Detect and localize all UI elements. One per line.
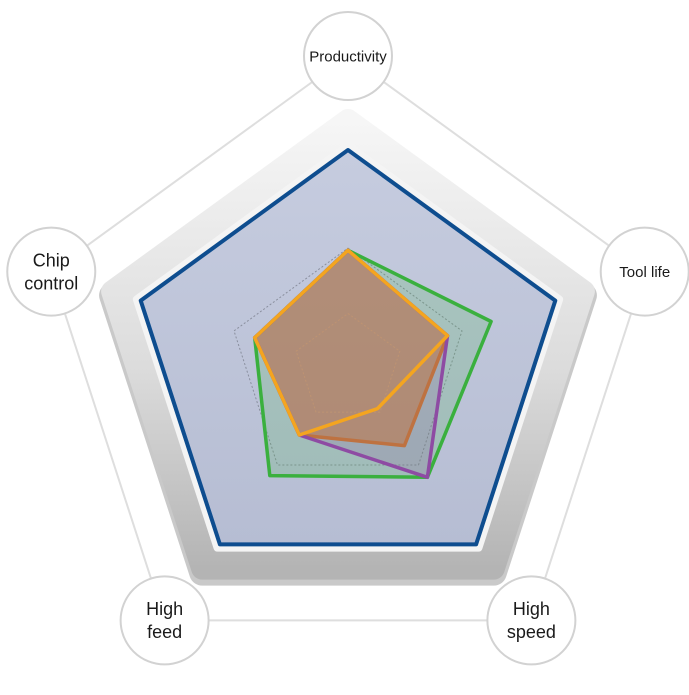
axis-label-4: High feed	[119, 575, 210, 666]
axis-label-line: control	[24, 273, 78, 293]
series-layer	[252, 248, 493, 480]
axis-label-circle	[6, 226, 97, 317]
axis-labels: Productivity Tool life High speed High feed Ch…	[6, 11, 689, 666]
series-polygon-4	[252, 248, 450, 437]
axis-label-line: feed	[147, 622, 182, 642]
axis-label-line: Chip	[33, 250, 70, 270]
axis-label-circle	[303, 11, 393, 101]
axis-label-line: Tool life	[619, 264, 670, 281]
axis-label-5: Chip control	[6, 226, 97, 317]
axis-label-text: High feed	[146, 599, 183, 642]
axis-label-line: High	[513, 599, 550, 619]
axis-label-2: Tool life	[599, 226, 689, 317]
axis-label-line: Productivity	[309, 48, 387, 65]
axis-label-3: High speed	[486, 575, 577, 666]
axis-label-line: speed	[507, 622, 556, 642]
axis-label-1: Productivity	[303, 11, 393, 101]
axis-label-line: High	[146, 599, 183, 619]
axis-label-text: Productivity	[309, 48, 387, 65]
label-connector-line	[50, 54, 646, 622]
axis-label-text: Chip control	[24, 250, 78, 293]
axis-label-text: High speed	[507, 599, 556, 642]
axis-label-circle	[119, 575, 210, 666]
axis-label-text: Tool life	[619, 264, 670, 281]
connector-lines	[50, 54, 646, 622]
grid-ring	[233, 247, 463, 466]
axis-label-circle	[486, 575, 577, 666]
